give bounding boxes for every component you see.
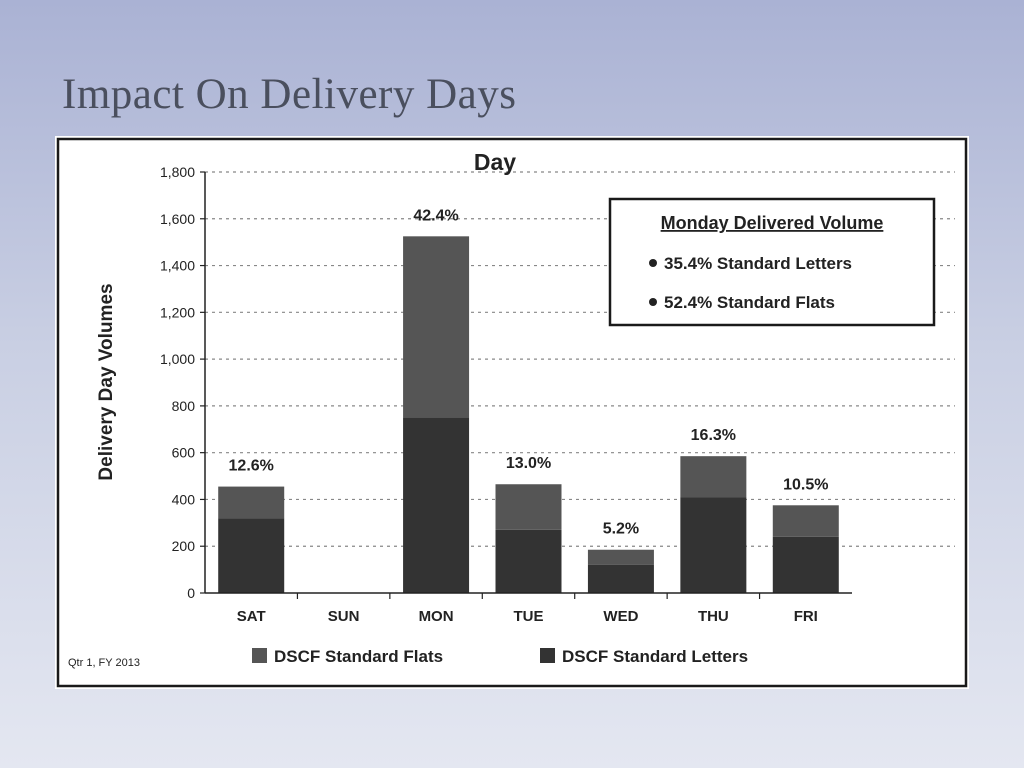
legend: DSCF Standard Flats DSCF Standard Letter… (252, 647, 748, 666)
y-tick-label: 200 (172, 538, 196, 554)
data-label-wed: 5.2% (603, 521, 639, 538)
x-tick-label: MON (419, 608, 454, 625)
y-tick-label: 600 (172, 445, 196, 461)
monday-annotation-box: Monday Delivered Volume 35.4% Standard L… (608, 197, 936, 327)
legend-swatch-letters (540, 648, 555, 663)
x-tick-label: TUE (514, 608, 544, 625)
x-tick-label: SUN (328, 608, 360, 625)
data-label-thu: 16.3% (691, 427, 736, 444)
y-tick-label: 800 (172, 398, 196, 414)
bar-letters-tue (495, 529, 562, 593)
y-tick-label: 1,200 (160, 304, 195, 320)
bar-flats-wed (587, 549, 654, 565)
bar-letters-thu (680, 497, 747, 593)
bullet-icon (649, 259, 657, 267)
bar-flats-sat (218, 486, 285, 519)
annotation-item-letters: 35.4% Standard Letters (664, 254, 852, 273)
bar-chart: 0 200 400 600 800 1,000 1,200 1,400 1,600 1,800 S… (56, 137, 968, 688)
data-labels: 12.6% 42.4% 13.0% 5.2% 16.3% 10.5% (229, 207, 829, 537)
legend-label-flats: DSCF Standard Flats (274, 647, 443, 666)
y-tick-label: 0 (187, 585, 195, 601)
y-tick-label: 400 (172, 491, 196, 507)
chart-frame: 0 200 400 600 800 1,000 1,200 1,400 1,600 1,800 S… (55, 136, 969, 689)
slide-title: Impact On Delivery Days (62, 71, 517, 118)
data-label-fri: 10.5% (783, 476, 828, 493)
x-tick-label: THU (698, 608, 729, 625)
bars (218, 236, 839, 593)
y-axis-label: Delivery Day Volumes (96, 283, 117, 480)
data-label-sat: 12.6% (229, 458, 274, 475)
chart-title: Day (474, 149, 516, 175)
data-label-mon: 42.4% (413, 207, 458, 224)
x-tick-labels: SAT SUN MON TUE WED THU FRI (237, 593, 818, 625)
bar-flats-fri (772, 505, 839, 537)
annotation-title: Monday Delivered Volume (661, 213, 884, 233)
legend-swatch-flats (252, 648, 267, 663)
legend-label-letters: DSCF Standard Letters (562, 647, 748, 666)
bar-flats-thu (680, 456, 747, 498)
bar-letters-mon (403, 417, 470, 593)
annotation-box-border (608, 197, 936, 327)
annotation-item-flats: 52.4% Standard Flats (664, 293, 835, 312)
bar-letters-wed (587, 564, 654, 593)
bar-letters-fri (772, 536, 839, 593)
bullet-icon (649, 298, 657, 306)
footnote: Qtr 1, FY 2013 (68, 657, 140, 669)
data-label-tue: 13.0% (506, 455, 551, 472)
x-tick-label: FRI (794, 608, 818, 625)
bar-letters-sat (218, 518, 285, 593)
y-tick-label: 1,400 (160, 258, 195, 274)
bar-flats-mon (403, 236, 470, 418)
y-tick-label: 1,000 (160, 351, 195, 367)
x-tick-label: WED (603, 608, 638, 625)
x-tick-label: SAT (237, 608, 266, 625)
y-tick-label: 1,800 (160, 164, 195, 180)
bar-flats-tue (495, 484, 562, 530)
y-tick-labels: 0 200 400 600 800 1,000 1,200 1,400 1,600 1,800 (160, 164, 205, 601)
y-tick-label: 1,600 (160, 211, 195, 227)
